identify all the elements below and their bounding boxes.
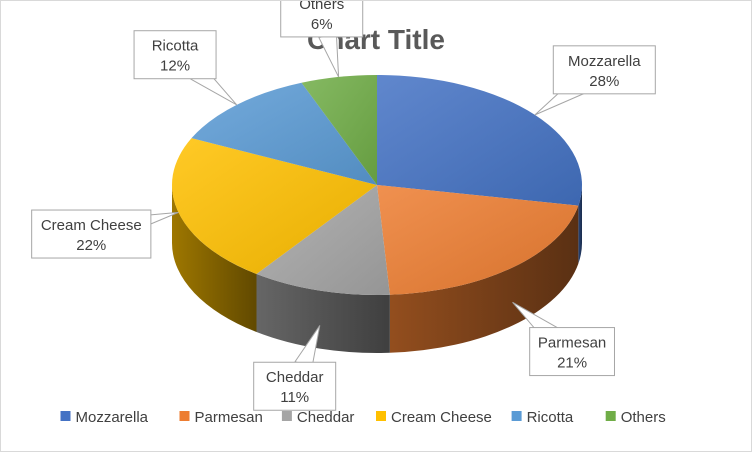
legend-label: Parmesan (195, 409, 263, 426)
slice-side-cream-cheese (172, 185, 257, 332)
legend-swatch (376, 411, 386, 421)
data-label-name: Parmesan (538, 335, 606, 352)
callout-cream-cheese: Cream Cheese 22% (31, 209, 179, 259)
data-label-name: Mozzarella (568, 53, 641, 70)
data-label-value: 12% (160, 58, 190, 75)
data-label-value: 22% (76, 237, 106, 254)
legend-label: Mozzarella (76, 409, 149, 426)
data-label-name: Cheddar (266, 369, 324, 386)
legend-swatch (281, 411, 292, 421)
slice-ricotta[interactable] (191, 82, 377, 185)
legend-swatch (60, 411, 71, 421)
slice-side-cheddar (256, 273, 390, 353)
slice-cheddar[interactable] (256, 185, 390, 295)
data-label-value: 6% (311, 16, 333, 33)
slice-side-parmesan (389, 205, 579, 353)
callout-mozzarella: Mozzarella 28% (534, 45, 656, 116)
callout-cheddar: Cheddar 11% (253, 325, 337, 411)
legend-item-others[interactable]: Others (605, 409, 666, 426)
slice-cream-cheese[interactable] (171, 138, 377, 274)
callout-others: Others 6% (280, 1, 364, 78)
legend-swatch (605, 411, 616, 421)
callout-parmesan: Parmesan 21% (512, 301, 615, 377)
data-label-name: Ricotta (152, 38, 199, 55)
legend-item-parmesan[interactable]: Parmesan (179, 409, 263, 426)
slice-side-mozzarella (578, 185, 582, 264)
data-label-value: 11% (280, 389, 309, 406)
callout-ricotta: Ricotta 12% (133, 30, 238, 106)
legend-label: Others (621, 409, 666, 426)
legend-item-mozzarella[interactable]: Mozzarella (60, 409, 149, 426)
legend-label: Cream Cheese (391, 409, 492, 426)
legend-item-cheddar[interactable]: Cheddar (281, 409, 355, 426)
legend-item-cream-cheese[interactable]: Cream Cheese (376, 409, 492, 426)
slice-others[interactable] (301, 75, 377, 185)
data-label-name: Cream Cheese (41, 217, 142, 234)
legend-item-ricotta[interactable]: Ricotta (511, 409, 574, 426)
data-label-name: Others (299, 1, 344, 13)
legend-label: Cheddar (297, 409, 355, 426)
slice-mozzarella[interactable] (377, 75, 582, 206)
slice-parmesan[interactable] (377, 185, 579, 295)
legend-label: Ricotta (527, 409, 574, 426)
legend-swatch (511, 411, 522, 421)
legend-swatch (179, 411, 190, 421)
data-label-value: 21% (557, 355, 587, 372)
data-label-value: 28% (589, 73, 619, 90)
